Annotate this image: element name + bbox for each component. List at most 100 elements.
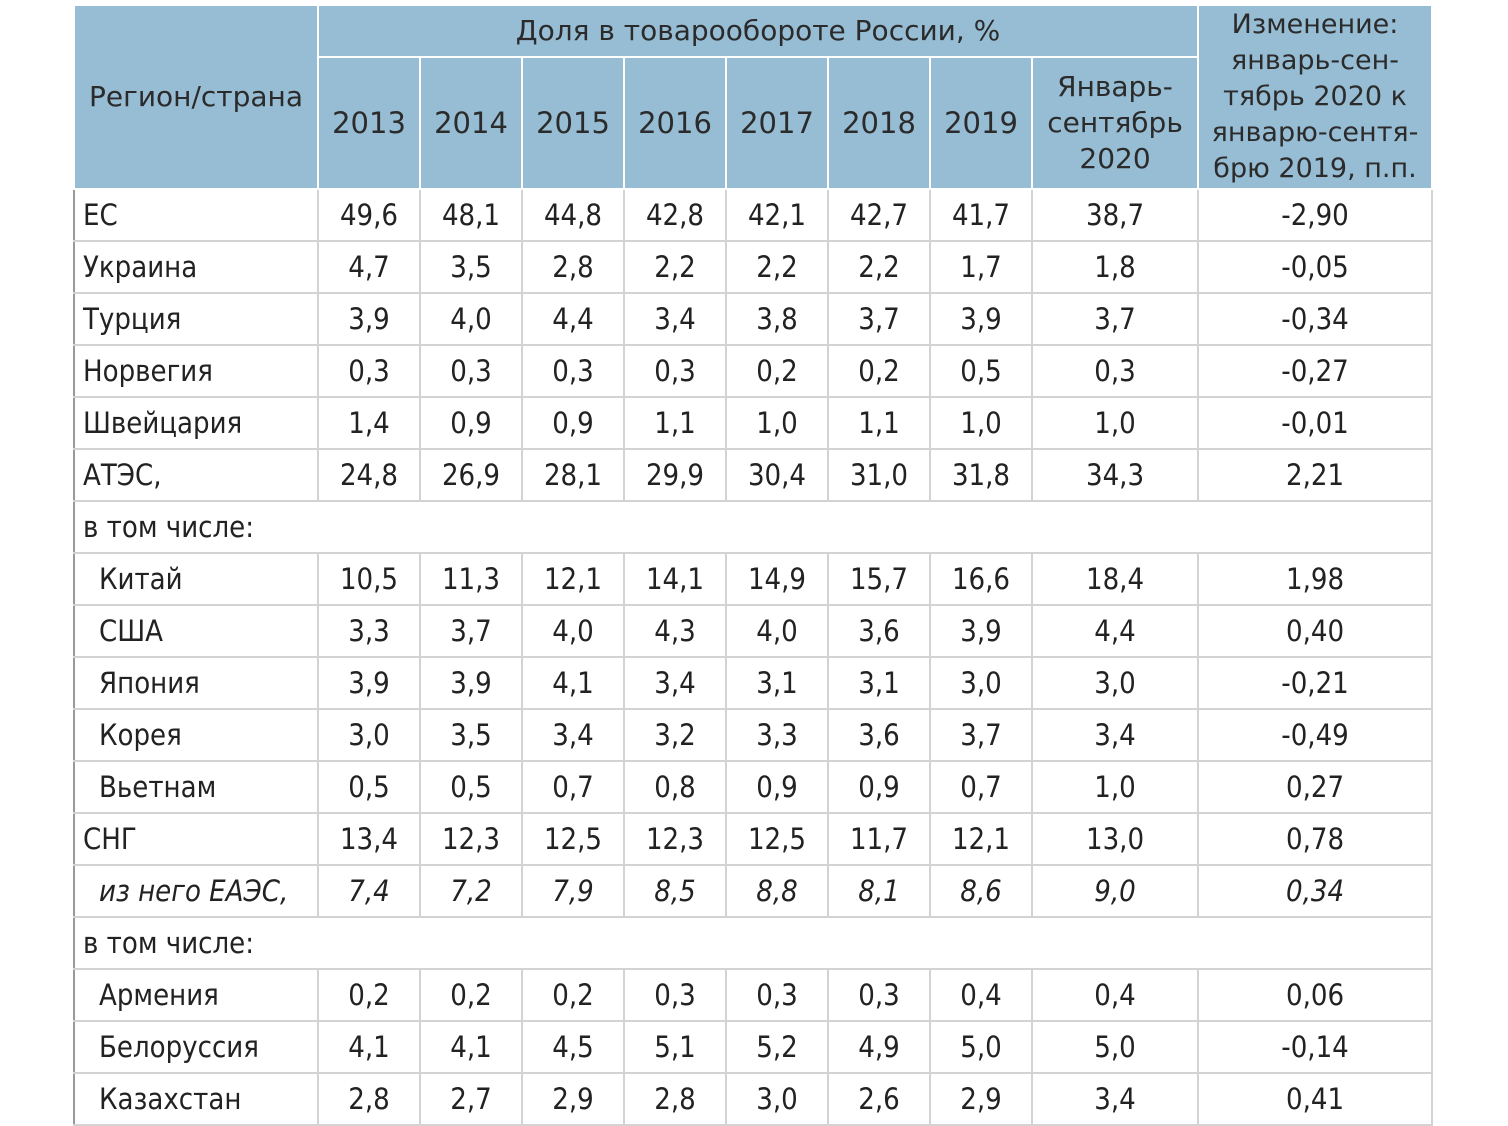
value-cell: 8,1 [827,864,931,918]
value-cell: 42,7 [827,188,931,242]
value-cell: 0,78 [1197,812,1434,866]
row-label: США [73,604,319,658]
value-cell: 3,7 [827,292,931,346]
table-subheader-row: в том числе: [72,500,1434,554]
value-cell: 0,3 [725,968,829,1022]
value-cell: 3,3 [317,604,421,658]
trade-share-table: Регион/страна Доля в товарообороте Росси… [72,4,1434,1126]
row-label: Китай [73,552,319,606]
header-change-line: тябрь 2020 к [1223,81,1407,112]
value-cell: 0,2 [317,968,421,1022]
value-cell: -0,49 [1197,708,1434,762]
value-cell: 12,3 [623,812,727,866]
header-region: Регион/страна [73,4,319,190]
header-change-line: брю 2019, п.п. [1213,153,1417,184]
value-cell: 0,2 [521,968,625,1022]
table-row: Корея 3,0 3,5 3,4 3,2 3,3 3,6 3,7 3,4 -0,49 [73,708,1434,762]
value-cell: 5,1 [623,1020,727,1074]
value-cell: 12,1 [521,552,625,606]
value-cell: 0,3 [1030,344,1200,398]
value-cell: 4,0 [725,604,829,658]
header-share-group: Доля в товарообороте России, % [316,4,1200,58]
row-label: Казахстан [73,1072,319,1126]
value-cell: 1,0 [725,396,829,450]
value-cell: 1,0 [929,396,1033,450]
value-cell: 3,5 [419,240,523,294]
value-cell: -0,27 [1197,344,1434,398]
value-cell: 0,9 [521,396,625,450]
value-cell: 0,4 [1030,968,1200,1022]
value-cell: 3,6 [827,708,931,762]
value-cell: 0,4 [929,968,1033,1022]
value-cell: 3,4 [623,656,727,710]
value-cell: 0,5 [419,760,523,814]
header-change-line: Изменение: [1231,9,1399,40]
value-cell: 0,9 [419,396,523,450]
value-cell: 0,3 [521,344,625,398]
value-cell: 3,7 [929,708,1033,762]
value-cell: 0,5 [929,344,1033,398]
value-cell: 4,0 [419,292,523,346]
value-cell: 0,2 [827,344,931,398]
value-cell: 5,2 [725,1020,829,1074]
value-cell: 3,4 [521,708,625,762]
value-cell: 1,8 [1030,240,1200,294]
value-cell: 11,3 [419,552,523,606]
value-cell: 3,9 [317,292,421,346]
value-cell: 3,0 [317,708,421,762]
value-cell: 1,0 [1030,396,1200,450]
header-year: 2017 [725,56,829,190]
value-cell: 44,8 [521,188,625,242]
value-cell: 0,2 [419,968,523,1022]
value-cell: 3,0 [725,1072,829,1126]
header-year: 2013 [317,56,421,190]
value-cell: 3,9 [419,656,523,710]
value-cell: 5,0 [929,1020,1033,1074]
row-label: Корея [73,708,319,762]
value-cell: 4,9 [827,1020,931,1074]
header-year: 2016 [623,56,727,190]
row-label: Норвегия [73,344,319,398]
value-cell: 0,3 [419,344,523,398]
row-label: Швейцария [73,396,319,450]
row-label: Армения [73,968,319,1022]
value-cell: 2,2 [827,240,931,294]
value-cell: 3,9 [929,604,1033,658]
header-period-line: Январь- [1057,70,1173,103]
value-cell: 0,41 [1197,1072,1434,1126]
value-cell: 0,40 [1197,604,1434,658]
value-cell: 8,6 [929,864,1033,918]
value-cell: 0,3 [317,344,421,398]
value-cell: 24,8 [317,448,421,502]
value-cell: 0,06 [1197,968,1434,1022]
value-cell: 3,0 [1030,656,1200,710]
value-cell: 14,9 [725,552,829,606]
value-cell: 4,5 [521,1020,625,1074]
value-cell: 3,4 [623,292,727,346]
value-cell: 26,9 [419,448,523,502]
value-cell: 3,4 [1030,708,1200,762]
value-cell: 2,21 [1197,448,1434,502]
value-cell: 0,3 [623,968,727,1022]
value-cell: 0,7 [929,760,1033,814]
value-cell: 30,4 [725,448,829,502]
value-cell: 3,5 [419,708,523,762]
row-label: Вьетнам [73,760,319,814]
value-cell: 1,7 [929,240,1033,294]
table-row: США 3,3 3,7 4,0 4,3 4,0 3,6 3,9 4,4 0,40 [73,604,1434,658]
table-row: Турция 3,9 4,0 4,4 3,4 3,8 3,7 3,9 3,7 -0,34 [73,292,1434,346]
value-cell: 28,1 [521,448,625,502]
value-cell: 4,3 [623,604,727,658]
value-cell: 31,0 [827,448,931,502]
table-row: из него ЕАЭС, 7,4 7,2 7,9 8,5 8,8 8,1 8,6 9,0 0,3… [73,864,1434,918]
value-cell: 11,7 [827,812,931,866]
value-cell: 3,3 [725,708,829,762]
value-cell: 34,3 [1030,448,1200,502]
value-cell: 7,2 [419,864,523,918]
value-cell: 7,4 [317,864,421,918]
value-cell: 0,2 [725,344,829,398]
row-label: в том числе: [72,500,1434,554]
value-cell: 3,2 [623,708,727,762]
value-cell: 10,5 [317,552,421,606]
value-cell: 1,1 [827,396,931,450]
